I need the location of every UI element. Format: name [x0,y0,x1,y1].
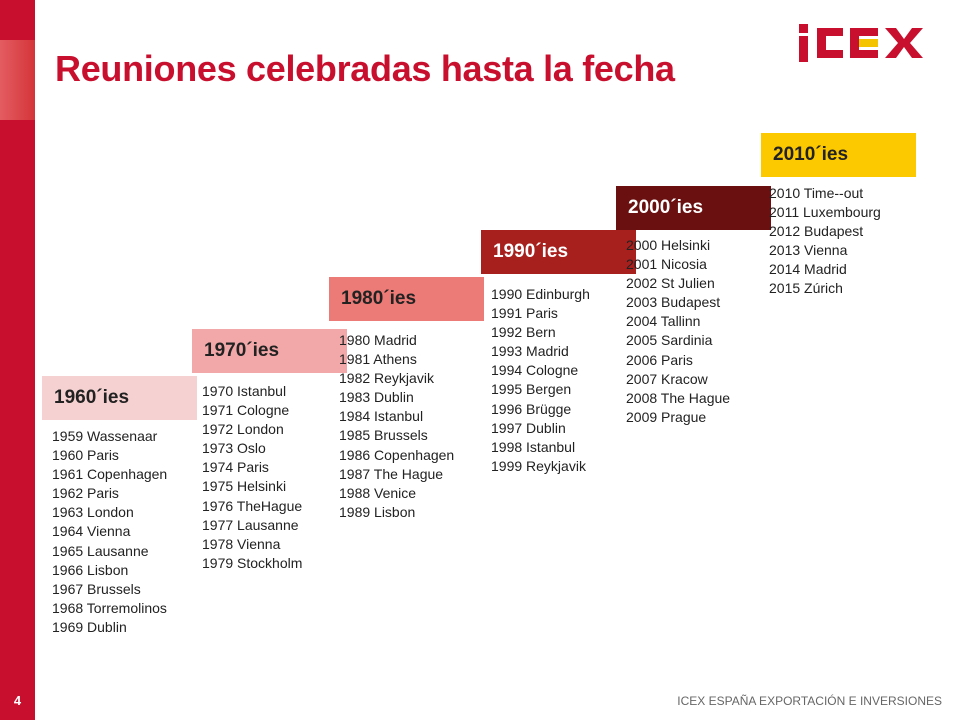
meeting-entry: 1975 Helsinki [202,478,287,495]
meeting-entry: 2006 Paris [626,351,693,368]
meeting-entry: 2012 Budapest [769,223,864,240]
page-number: 4 [13,693,22,708]
meeting-entry: 2013 Vienna [769,242,848,259]
decade-1970s-header: 1970´ies [192,329,347,373]
meeting-entry: 1996 Brügge [491,400,572,417]
decade-label: 1960´ies [54,387,130,408]
decade-1980s-list: 1980 Madrid 1981 Athens 1982 Reykjavik 1983… [339,331,454,522]
decade-1970s-list: 1970 Istanbul 1971 Cologne 1972 London 1973… [202,382,302,573]
meeting-entry: 1986 Copenhagen [339,446,455,463]
meeting-entry: 2003 Budapest [626,294,721,311]
meeting-entry: 1959 Wassenaar [52,428,158,444]
icex-logo [799,24,923,62]
meeting-entry: 1965 Lausanne [52,542,149,559]
meeting-entry: 1962 Paris [52,485,119,502]
meeting-entry: 2007 Kracow [626,370,708,387]
meeting-entry: 1977 Lausanne [202,516,299,533]
decade-2000s-header: 2000´ies [616,186,771,230]
meeting-entry: 1991 Paris [491,305,558,322]
meeting-entry: 1968 Torremolinos [52,599,167,616]
meeting-entry: 1993 Madrid [491,343,569,360]
meeting-entry: 1981 Athens [339,351,417,368]
meeting-entry: 1964 Vienna [52,523,131,540]
meeting-entry: 1979 Stockholm [202,554,303,571]
decade-1960s-header: 1960´ies [42,376,197,420]
meeting-entry: 2015 Zúrich [769,280,843,297]
meeting-entry: 2005 Sardinia [626,332,713,349]
meeting-entry: 1987 The Hague [339,465,444,482]
meeting-entry: 1998 Istanbul [491,438,576,455]
meeting-entry: 1970 Istanbul [202,383,287,399]
decade-label: 1990´ies [493,241,569,262]
meeting-entry: 2000 Helsinki [626,237,711,253]
meeting-entry: 1974 Paris [202,459,269,476]
decade-label: 1970´ies [204,340,280,361]
meeting-entry: 1976 TheHague [202,497,303,514]
meeting-entry: 2009 Prague [626,408,707,425]
meeting-entry: 1989 Lisbon [339,503,416,520]
meeting-entry: 1963 London [52,504,134,521]
decade-1960s-list: 1959 Wassenaar 1960 Paris 1961 Copenhagen 1… [52,427,167,637]
meeting-entry: 1988 Venice [339,484,417,501]
meeting-entry: 2011 Luxembourg [769,204,881,221]
meeting-entry: 1980 Madrid [339,332,417,348]
meeting-entry: 1994 Cologne [491,362,579,379]
decade-label: 1980´ies [341,288,417,309]
meeting-entry: 1967 Brussels [52,580,141,597]
decade-2000s-list: 2000 Helsinki 2001 Nicosia 2002 St Julien 2… [626,236,730,427]
meeting-entry: 2004 Tallinn [626,313,701,330]
meeting-entry: 2002 St Julien [626,275,715,292]
page-title: Reuniones celebradas hasta la fecha [55,48,675,89]
meeting-entry: 2008 The Hague [626,389,731,406]
meeting-entry: 1969 Dublin [52,618,127,635]
footer-text: ICEX ESPAÑA EXPORTACIÓN E INVERSIONES [677,694,942,708]
meeting-entry: 1992 Bern [491,324,556,341]
meeting-entry: 1985 Brussels [339,427,428,444]
decade-1990s-list: 1990 Edinburgh 1991 Paris 1992 Bern 1993 Ma… [491,285,590,476]
decade-2010s-list: 2010 Time--out 2011 Luxembourg 2012 Budape… [769,184,881,299]
decade-label: 2010´ies [773,144,849,165]
meeting-entry: 1984 Istanbul [339,408,424,425]
meeting-entry: 1983 Dublin [339,389,414,406]
meeting-entry: 1973 Oslo [202,440,266,457]
meeting-entry: 1978 Vienna [202,535,281,552]
meeting-entry: 1960 Paris [52,447,119,464]
meeting-entry: 1997 Dublin [491,419,566,436]
meeting-entry: 1995 Bergen [491,381,572,398]
decade-label: 2000´ies [628,197,704,218]
meeting-entry: 1971 Cologne [202,402,290,419]
meeting-entry: 2010 Time--out [769,185,864,201]
decade-1990s-header: 1990´ies [481,230,636,274]
decade-2010s-header: 2010´ies [761,133,916,177]
left-accent-bar: 4 [0,0,35,720]
meeting-entry: 1966 Lisbon [52,561,129,578]
accent-highlight [0,40,35,120]
meeting-entry: 1990 Edinburgh [491,286,590,302]
meeting-entry: 1982 Reykjavik [339,370,434,387]
decade-1980s-header: 1980´ies [329,277,484,321]
meeting-entry: 1999 Reykjavik [491,457,586,474]
meeting-entry: 1961 Copenhagen [52,466,168,483]
meeting-entry: 1972 London [202,421,284,438]
meeting-entry: 2001 Nicosia [626,256,707,273]
meeting-entry: 2014 Madrid [769,261,847,278]
